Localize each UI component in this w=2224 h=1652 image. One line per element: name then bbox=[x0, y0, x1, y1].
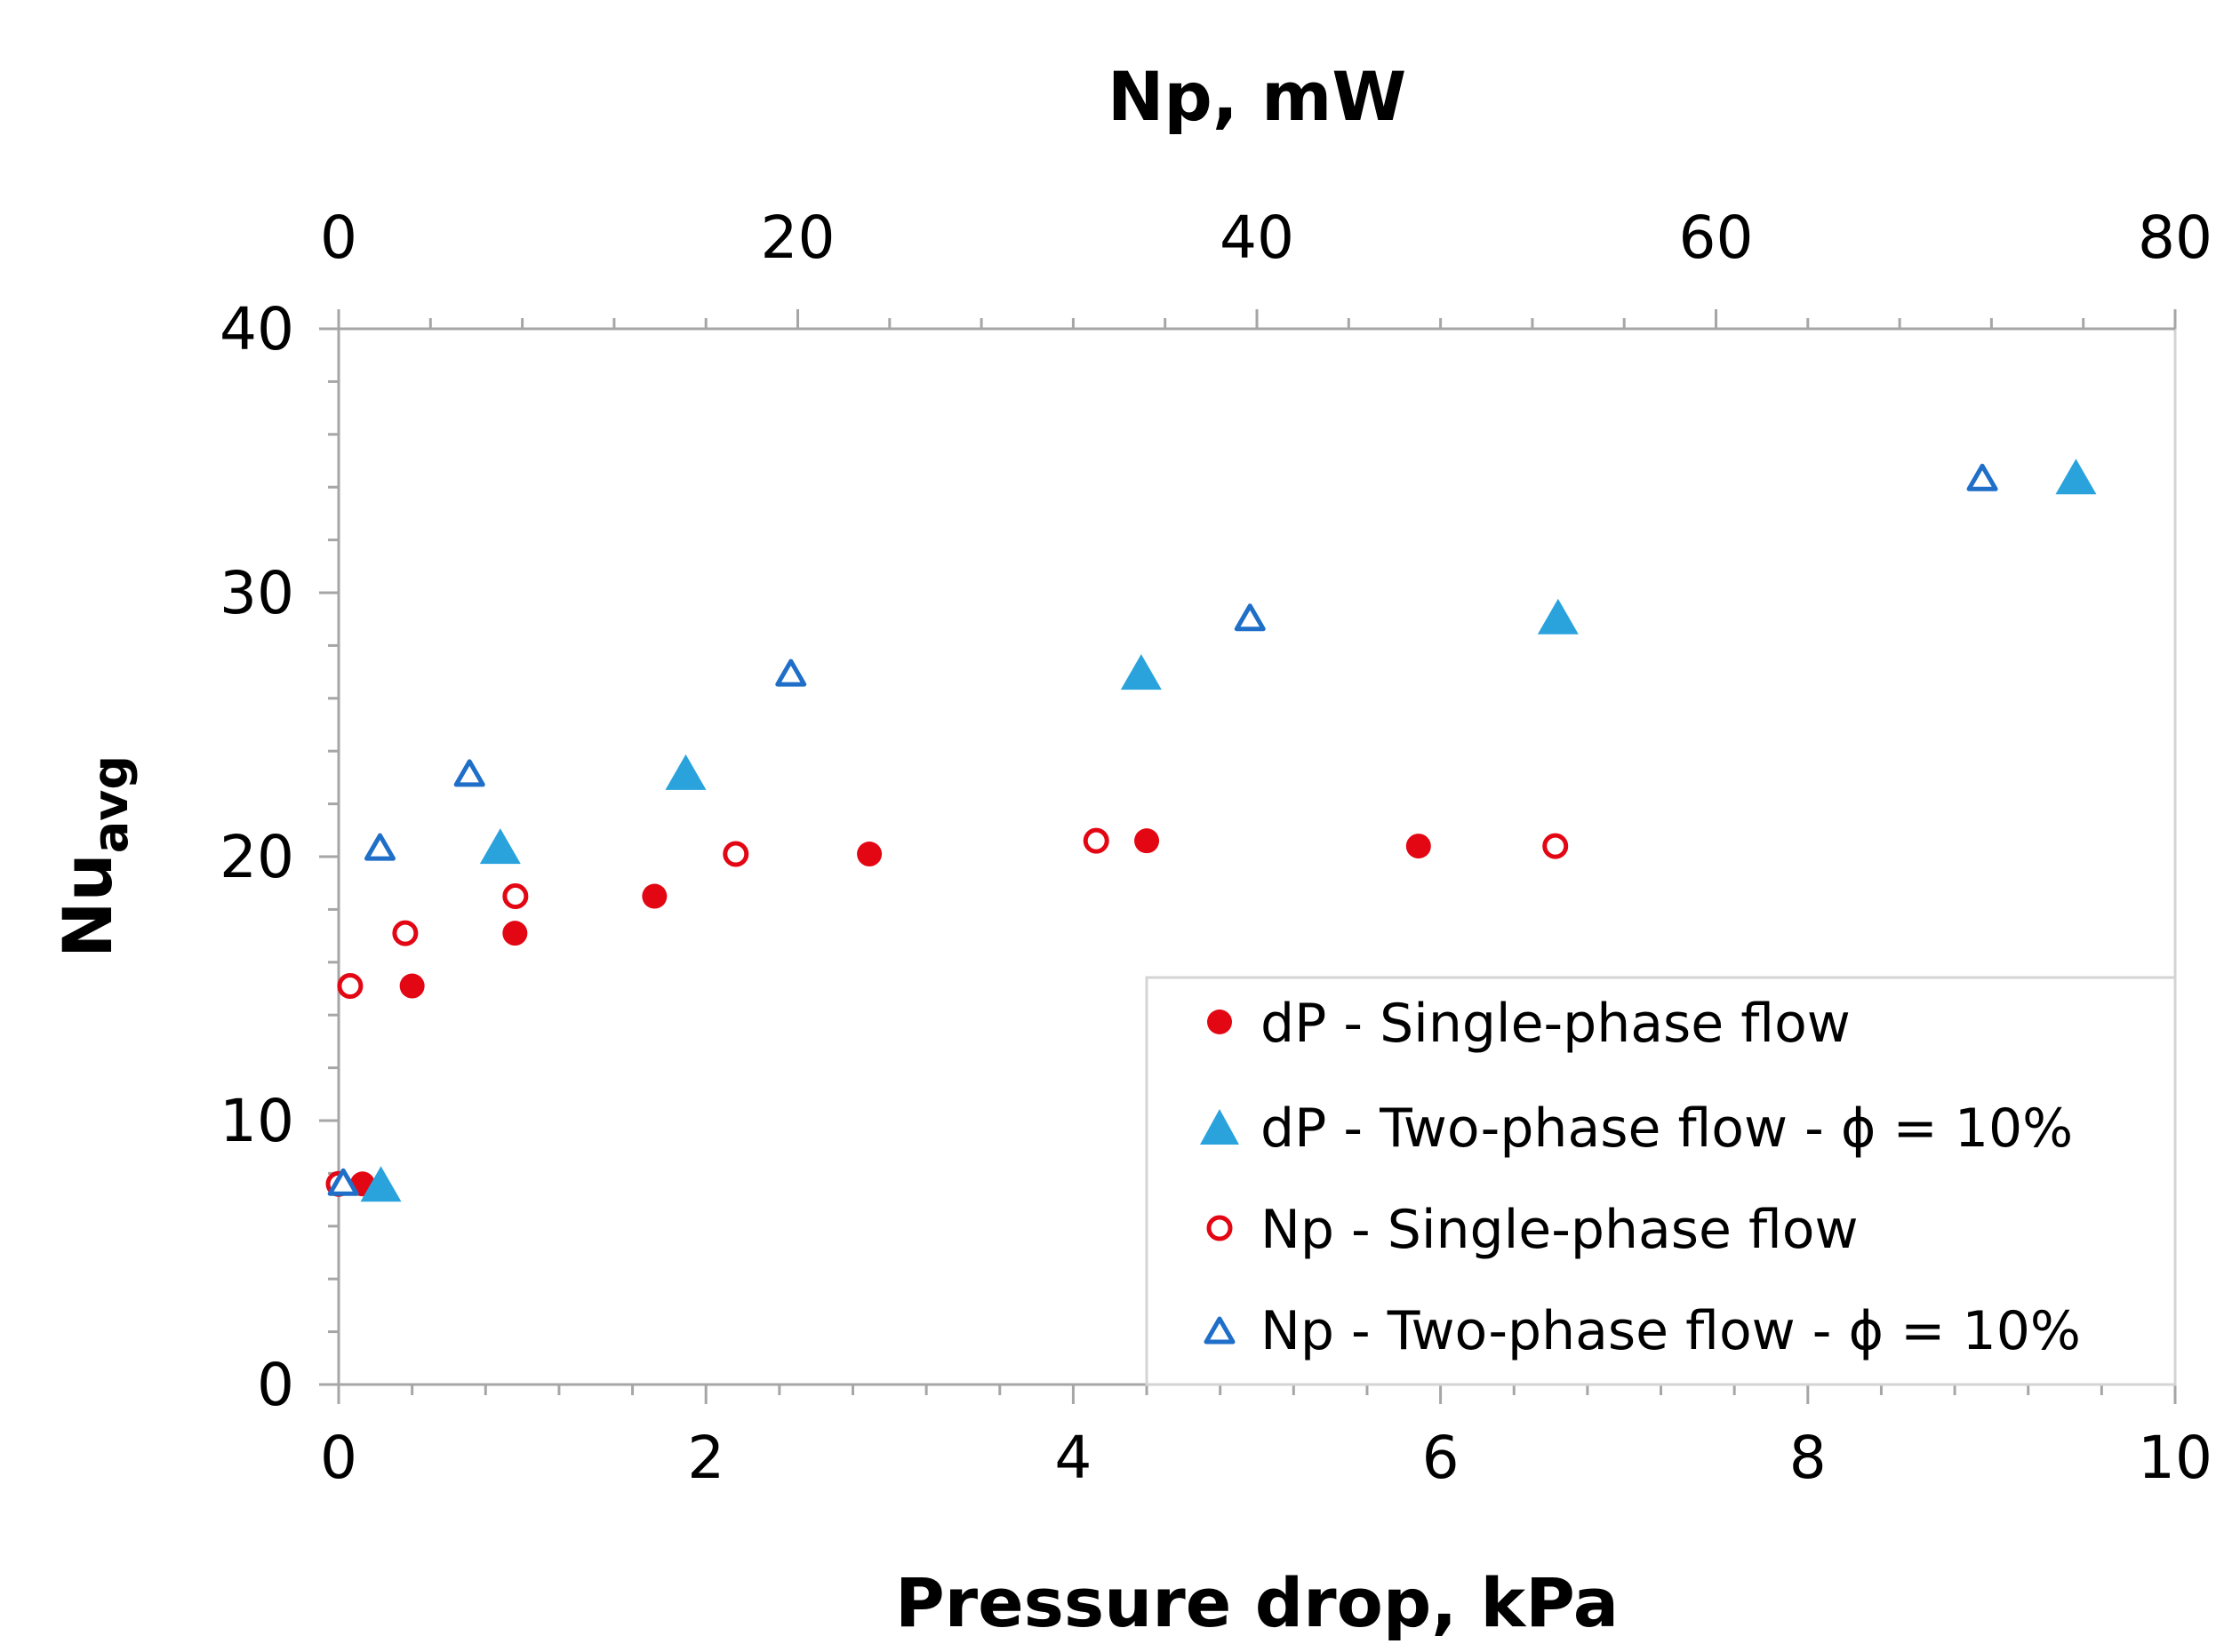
data-point-series-1 bbox=[479, 828, 521, 865]
data-point-series-3 bbox=[327, 1168, 359, 1196]
x2-tick-label: 80 bbox=[2138, 204, 2212, 272]
legend-marker-np-single bbox=[1206, 1215, 1233, 1241]
legend: dP - Single-phase flow dP - Two-phase fl… bbox=[1145, 976, 2177, 1386]
x-tick-label: 4 bbox=[1054, 1424, 1092, 1492]
axis-ticks bbox=[319, 309, 2177, 1404]
legend-marker-dp-two bbox=[1200, 1109, 1239, 1145]
x-tick-label: 0 bbox=[320, 1424, 357, 1492]
x-tick-label: 10 bbox=[2138, 1424, 2212, 1492]
data-point-series-3 bbox=[453, 759, 485, 787]
x2-tick-label: 0 bbox=[320, 204, 357, 272]
data-point-series-0 bbox=[1405, 834, 1431, 859]
data-point-series-2 bbox=[502, 883, 529, 910]
data-point-series-1 bbox=[1537, 598, 1579, 634]
x2-axis-title: Np, mW bbox=[1108, 57, 1406, 136]
data-point-series-0 bbox=[1134, 828, 1160, 854]
legend-label-np-two: Np - Two-phase flow - ϕ = 10% bbox=[1260, 1300, 2081, 1362]
data-point-series-0 bbox=[399, 973, 425, 999]
data-point-series-2 bbox=[392, 920, 419, 946]
x2-tick-label: 60 bbox=[1679, 204, 1754, 272]
data-point-series-1 bbox=[360, 1166, 402, 1202]
data-point-series-3 bbox=[775, 658, 807, 687]
tick-labels: 0 10 20 30 40 0 2 4 6 8 10 0 20 40 60 80 bbox=[220, 204, 2212, 1492]
legend-box bbox=[1145, 976, 2177, 1386]
x-tick-label: 8 bbox=[1789, 1424, 1827, 1492]
y-axis-title-sub: avg bbox=[83, 755, 139, 853]
svg-text:Nuavg: Nuavg bbox=[48, 755, 139, 958]
legend-label-dp-single: dP - Single-phase flow bbox=[1260, 993, 1851, 1055]
x-axis-title: Pressure drop, kPa bbox=[895, 1563, 1619, 1642]
data-point-series-2 bbox=[1083, 827, 1109, 854]
data-point-series-3 bbox=[1234, 603, 1266, 632]
data-point-series-2 bbox=[337, 973, 364, 1000]
data-point-series-0 bbox=[642, 883, 668, 909]
data-point-series-3 bbox=[1966, 463, 1998, 491]
data-point-series-1 bbox=[2055, 459, 2097, 495]
data-point-series-1 bbox=[665, 754, 707, 790]
y-axis-title-main: Nu bbox=[48, 853, 127, 958]
legend-marker-dp-single bbox=[1207, 1010, 1232, 1034]
x-tick-label: 2 bbox=[687, 1424, 724, 1492]
data-point-series-0 bbox=[502, 921, 528, 946]
x2-tick-label: 20 bbox=[761, 204, 836, 272]
legend-label-dp-two: dP - Two-phase flow - ϕ = 10% bbox=[1260, 1097, 2073, 1160]
y-axis-title: Nuavg bbox=[48, 755, 139, 958]
legend-label-np-single: Np - Single-phase flow bbox=[1260, 1199, 1859, 1261]
y-tick-label: 30 bbox=[220, 559, 294, 627]
legend-marker-np-two bbox=[1204, 1316, 1236, 1345]
y-tick-label: 10 bbox=[220, 1087, 294, 1155]
data-point-series-2 bbox=[723, 841, 749, 867]
data-point-series-1 bbox=[1120, 654, 1162, 690]
data-point-series-0 bbox=[857, 842, 883, 867]
data-point-series-2 bbox=[1542, 833, 1569, 859]
y-tick-label: 20 bbox=[220, 823, 294, 891]
data-points bbox=[325, 459, 2097, 1202]
x2-tick-label: 40 bbox=[1220, 204, 1294, 272]
x-tick-label: 6 bbox=[1422, 1424, 1460, 1492]
data-point-series-3 bbox=[364, 833, 396, 861]
y-tick-label: 0 bbox=[257, 1351, 294, 1419]
y-tick-label: 40 bbox=[220, 295, 294, 363]
